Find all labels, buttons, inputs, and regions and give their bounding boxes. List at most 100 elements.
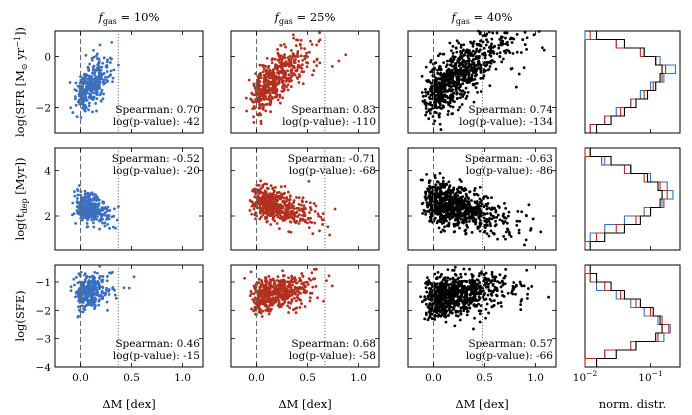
y-tick-label: −2 — [36, 103, 51, 115]
data-point — [429, 81, 433, 85]
data-point — [484, 307, 488, 311]
data-point — [300, 218, 304, 221]
data-point — [490, 42, 493, 46]
data-point — [295, 295, 299, 299]
data-point — [508, 233, 511, 236]
data-point — [494, 209, 498, 212]
data-point — [86, 86, 90, 90]
data-point — [477, 274, 481, 278]
data-point — [287, 300, 291, 304]
data-point — [95, 90, 99, 94]
data-point — [491, 231, 495, 235]
data-point — [436, 210, 440, 214]
data-point — [498, 281, 502, 285]
data-point — [99, 91, 103, 94]
data-point — [504, 230, 508, 234]
data-point — [103, 211, 107, 215]
data-point — [270, 96, 274, 99]
data-point — [530, 285, 534, 288]
data-point — [305, 289, 309, 293]
data-point — [526, 287, 530, 290]
data-point — [86, 225, 90, 229]
data-point — [456, 309, 459, 313]
data-point — [250, 292, 253, 295]
data-point — [286, 304, 290, 308]
data-point — [494, 275, 498, 279]
data-point — [445, 196, 448, 200]
data-point — [299, 46, 303, 50]
data-point — [95, 52, 99, 56]
data-point — [455, 39, 459, 43]
data-point — [455, 203, 459, 207]
data-point — [78, 84, 82, 88]
data-point — [273, 185, 277, 189]
data-point — [275, 67, 278, 71]
data-point — [443, 86, 447, 90]
data-point — [421, 178, 424, 182]
data-point — [80, 281, 84, 285]
data-point — [467, 71, 471, 75]
data-point — [489, 213, 493, 217]
data-point — [462, 212, 466, 216]
data-point — [258, 92, 262, 96]
data-point — [269, 223, 273, 226]
data-point — [488, 278, 491, 282]
data-point — [92, 68, 95, 72]
column-title: fgas = 25% — [274, 10, 336, 26]
data-point — [79, 116, 83, 119]
data-point — [77, 212, 81, 216]
data-point — [83, 89, 87, 93]
data-point — [446, 100, 450, 104]
data-point — [88, 194, 92, 198]
data-point — [463, 198, 467, 202]
data-point — [475, 57, 479, 60]
data-point — [275, 213, 279, 217]
data-point — [439, 99, 443, 103]
data-point — [515, 223, 519, 227]
data-point — [90, 191, 94, 195]
data-point — [443, 94, 447, 98]
data-point — [254, 92, 258, 96]
data-point — [483, 219, 487, 223]
data-point — [127, 286, 131, 290]
data-point — [477, 286, 481, 290]
data-point — [504, 36, 507, 40]
data-point — [474, 201, 477, 205]
data-point — [452, 210, 456, 214]
data-point — [447, 204, 451, 208]
data-point — [457, 281, 461, 284]
data-point — [81, 216, 85, 220]
data-point — [484, 53, 487, 57]
data-point — [293, 73, 297, 77]
data-point — [96, 206, 99, 209]
data-point — [81, 286, 85, 289]
data-point — [429, 101, 432, 104]
data-point — [473, 186, 477, 190]
y-axis-label: log(SFR [M⊙ yr−1]) — [13, 27, 29, 137]
data-point — [522, 66, 526, 70]
data-point — [447, 67, 451, 71]
data-point — [265, 279, 269, 282]
data-point — [448, 63, 452, 67]
data-point — [531, 217, 535, 221]
data-point — [316, 296, 319, 300]
data-point — [97, 202, 101, 205]
data-point — [286, 209, 290, 213]
data-point — [464, 62, 468, 66]
data-point — [438, 112, 442, 116]
data-point — [89, 95, 93, 99]
pvalue-label: log(p-value): -68 — [289, 165, 376, 177]
data-point — [270, 303, 274, 307]
scatter-points — [68, 29, 551, 331]
data-point — [107, 289, 111, 293]
data-point — [252, 299, 256, 303]
data-point — [461, 95, 465, 98]
x-axis-label: ΔM [dex] — [278, 397, 331, 411]
data-point — [73, 194, 77, 198]
spearman-label: Spearman: 0.68 — [291, 338, 376, 350]
data-point — [429, 290, 433, 294]
data-point — [297, 63, 300, 67]
data-point — [293, 296, 296, 300]
data-point — [435, 289, 439, 293]
data-point — [102, 82, 106, 86]
